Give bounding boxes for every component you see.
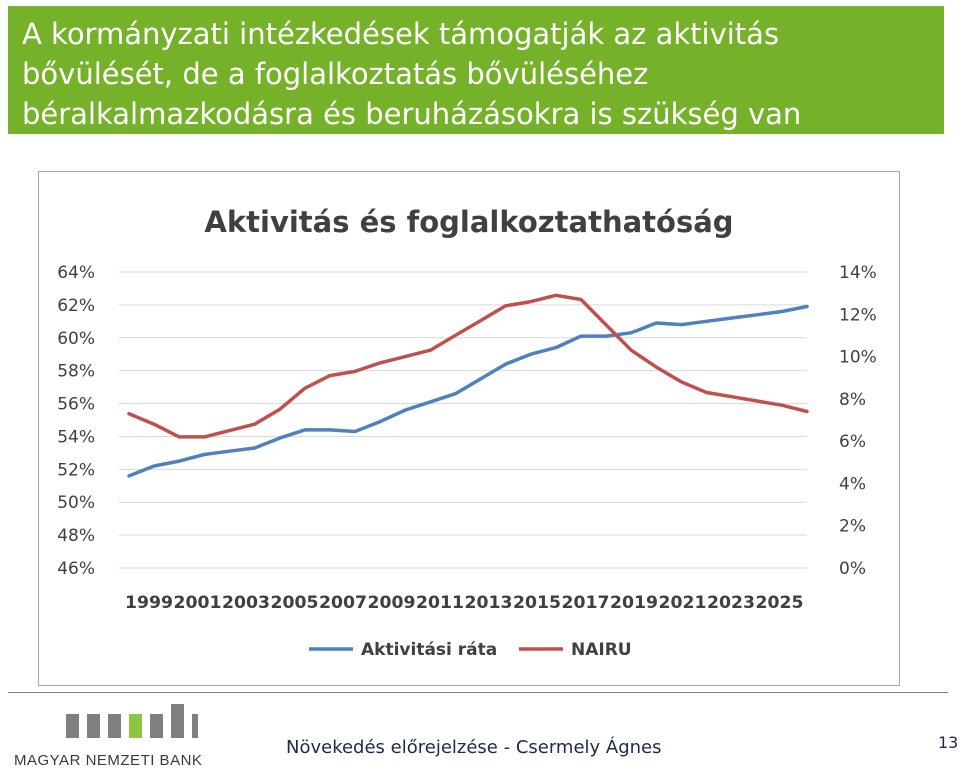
y-right-tick-label: 2% — [839, 517, 866, 537]
x-tick-label: 2023 — [707, 593, 755, 613]
y-left-tick-label: 60% — [57, 329, 95, 349]
x-tick-label: 2021 — [659, 593, 707, 613]
y-left-tick-label: 54% — [57, 427, 95, 447]
x-tick-label: 1999 — [125, 593, 173, 613]
slide-title-line-1: A kormányzati intézkedések támogatják az… — [22, 17, 780, 51]
x-tick-label: 2013 — [465, 593, 513, 613]
y-left-tick-label: 50% — [57, 493, 95, 513]
y-left-tick-label: 56% — [57, 395, 95, 415]
y-left-tick-label: 46% — [57, 559, 95, 579]
mnb-logo-icon — [66, 704, 198, 738]
x-tick-label: 2011 — [416, 593, 464, 613]
slide-title-line-2: bővülését, de a foglalkoztatás bővüléséh… — [22, 57, 649, 91]
legend-label: NAIRU — [571, 640, 632, 660]
y-left-tick-label: 52% — [57, 460, 95, 480]
y-right-tick-label: 8% — [839, 390, 866, 410]
slide-title-line-3: béralkalmazkodásra és beruházásokra is s… — [22, 97, 802, 131]
line-chart: Aktivitás és foglalkoztathatóság 46% 48% 50… — [57, 205, 877, 660]
slide-title: A kormányzati intézkedések támogatják az… — [22, 14, 942, 134]
y-right-tick-label: 14% — [839, 263, 877, 283]
y-left-tick-label: 64% — [57, 263, 95, 283]
x-tick-label: 2007 — [319, 593, 367, 613]
logo-text: MAGYAR NEMZETI BANK — [14, 752, 203, 769]
mnb-logo: MAGYAR NEMZETI BANK — [14, 700, 236, 772]
chart-frame: Aktivitás és foglalkoztathatóság 46% 48% 50… — [38, 171, 900, 686]
y-right-tick-label: 6% — [839, 432, 866, 452]
x-tick-label: 2009 — [368, 593, 416, 613]
y-left-tick-label: 48% — [57, 526, 95, 546]
y-left-tick-label: 62% — [57, 296, 95, 316]
x-tick-label: 2001 — [174, 593, 222, 613]
chart-title: Aktivitás és foglalkoztathatóság — [204, 205, 733, 239]
x-tick-label: 2005 — [271, 593, 319, 613]
y-right-tick-label: 12% — [839, 305, 877, 325]
y-right-tick-label: 0% — [839, 559, 866, 579]
title-bar: A kormányzati intézkedések támogatják az… — [8, 6, 944, 134]
y-right-tick-label: 4% — [839, 474, 866, 494]
footer-divider — [8, 692, 948, 693]
series-line-nairu — [127, 293, 809, 439]
x-tick-label: 2019 — [610, 593, 658, 613]
legend-label: Aktivitási ráta — [361, 640, 497, 660]
x-tick-label: 2015 — [513, 593, 561, 613]
y-right-tick-label: 10% — [839, 348, 877, 368]
page-number: 13 — [938, 733, 959, 752]
x-tick-label: 2003 — [222, 593, 270, 613]
x-tick-label: 2025 — [756, 593, 804, 613]
footer-text: Növekedés előrejelzése - Csermely Ágnes — [286, 737, 662, 758]
y-left-tick-label: 58% — [57, 362, 95, 382]
series-line-aktivitasi-rata — [127, 304, 809, 478]
x-tick-label: 2017 — [562, 593, 610, 613]
